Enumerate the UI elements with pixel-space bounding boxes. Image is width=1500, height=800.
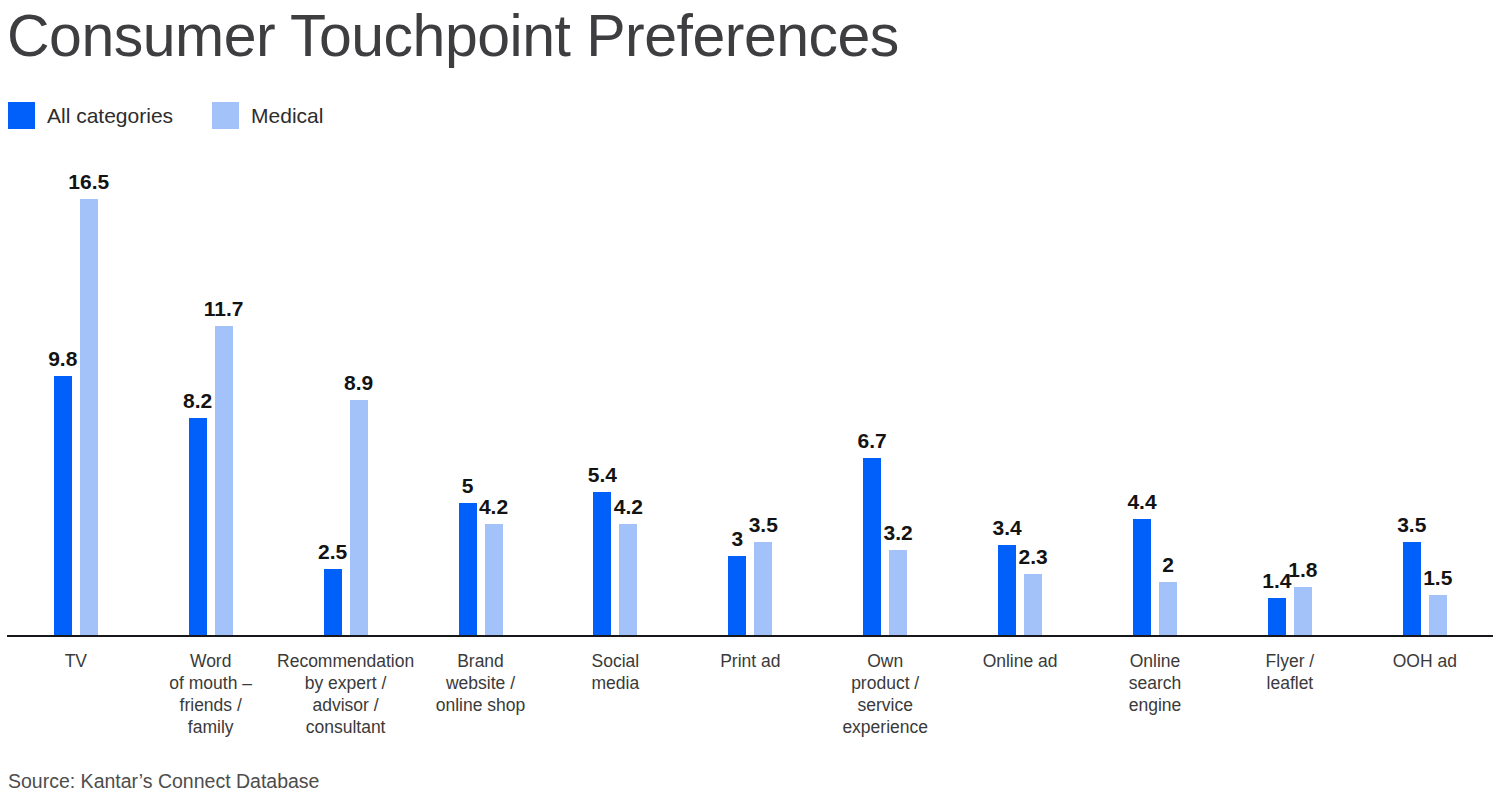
- bar-value-label: 6.7: [832, 429, 912, 453]
- bar-value-label: 1.8: [1263, 558, 1343, 582]
- bar-all-categories: [189, 418, 207, 635]
- bar-value-label: 4.2: [454, 495, 534, 519]
- bar-all-categories: [324, 569, 342, 635]
- bar-value-label: 1.5: [1398, 566, 1478, 590]
- bar-medical: [889, 550, 907, 635]
- bar-value-label: 11.7: [184, 297, 264, 321]
- bar-medical: [619, 524, 637, 635]
- bar-all-categories: [1268, 598, 1286, 635]
- bar-value-label: 4.4: [1102, 490, 1182, 514]
- x-axis-baseline: [7, 635, 1493, 637]
- bar-value-label: 8.9: [319, 371, 399, 395]
- bar-all-categories: [459, 503, 477, 635]
- bar-all-categories: [54, 376, 72, 635]
- bar-value-label: 3.2: [858, 521, 938, 545]
- bar-value-label: 3.5: [1372, 513, 1452, 537]
- bar-medical: [1024, 574, 1042, 635]
- bar-value-label: 5.4: [562, 463, 642, 487]
- source-note: Source: Kantar’s Connect Database: [8, 770, 319, 793]
- bar-value-label: 3.4: [967, 516, 1047, 540]
- bar-value-label: 3.5: [723, 513, 803, 537]
- bar-value-label: 4.2: [588, 495, 668, 519]
- bar-medical: [80, 199, 98, 635]
- bar-medical: [1159, 582, 1177, 635]
- category-label: OOH ad: [1340, 650, 1500, 672]
- bar-medical: [485, 524, 503, 635]
- bar-value-label: 16.5: [49, 170, 129, 194]
- bar-value-label: 2: [1128, 553, 1208, 577]
- bar-medical: [350, 400, 368, 635]
- plot-area: 9.816.5TV8.211.7Wordof mouth –friends /f…: [0, 0, 1500, 800]
- bar-all-categories: [728, 556, 746, 635]
- bar-medical: [215, 326, 233, 635]
- bar-value-label: 2.3: [993, 545, 1073, 569]
- bar-medical: [1429, 595, 1447, 635]
- bar-all-categories: [863, 458, 881, 635]
- bar-all-categories: [1133, 519, 1151, 635]
- bar-medical: [754, 542, 772, 635]
- bar-medical: [1294, 587, 1312, 635]
